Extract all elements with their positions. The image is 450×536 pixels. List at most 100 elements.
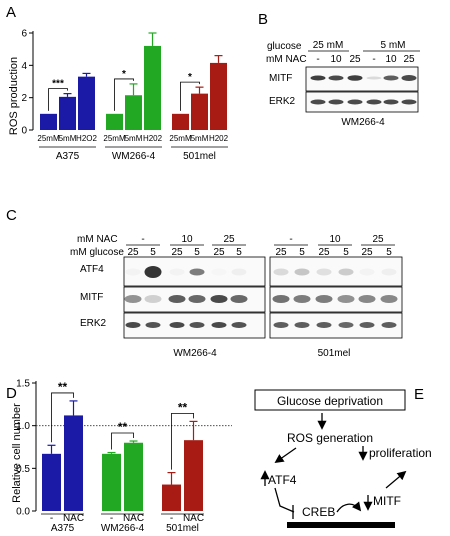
blot-c-row-erk2-label: ERK2 — [80, 318, 107, 329]
panel-letter-d: D — [6, 385, 17, 402]
blot-c-row-mitf-label: MITF — [80, 292, 103, 303]
blot-c-glucose-value: 25 — [127, 247, 139, 258]
blot-b-nac-3: 25 — [349, 54, 361, 65]
blot-b-nac-2: 10 — [330, 54, 342, 65]
chart-a-bar — [40, 113, 57, 130]
chart-a-bar — [144, 45, 161, 130]
panel-b: B glucose 25 mM 5 mM mM NAC - 10 25 - 10… — [258, 11, 420, 128]
blot-c-glucose-value: 25 — [318, 247, 330, 258]
panel-letter-b: B — [258, 11, 268, 28]
panel-letter-c: C — [6, 207, 17, 224]
blot-b-row-mitf-label: MITF — [269, 73, 292, 84]
blot-c-glucose-value: 25 — [275, 247, 287, 258]
creb-to-mitf-arrow — [336, 501, 362, 513]
atf4-label: ATF4 — [268, 473, 297, 487]
blot-c-glucose-value: 5 — [236, 247, 242, 258]
blot-c-atf4-band — [189, 268, 205, 276]
chart-d-category-label: - — [50, 513, 53, 524]
blot-c-row-atf4-label: ATF4 — [80, 264, 104, 275]
chart-d-y-tick-label: 1.0 — [16, 421, 30, 432]
panel-e: E Glucose deprivation ROS generation ATF… — [254, 386, 432, 528]
chart-d-bars — [36, 400, 232, 511]
chart-a-bar — [172, 113, 189, 130]
blot-b-mitf-band — [310, 75, 326, 81]
panel-letter-e: E — [414, 386, 424, 403]
chart-a-significance-label: * — [122, 69, 126, 80]
blot-c-glucose-value: 5 — [343, 247, 349, 258]
blot-c-mitf-band — [380, 295, 398, 303]
blot-c-cell-line-501mel: 501mel — [318, 348, 351, 359]
blot-b-nac-6: 25 — [403, 54, 415, 65]
chart-a-category-label: 5mM — [59, 134, 77, 143]
chart-d-bar — [64, 415, 83, 511]
dna-bar — [287, 522, 395, 528]
chart-d-group-label: WM266-4 — [101, 523, 145, 534]
blot-c-erk2-band — [169, 322, 185, 328]
blot-b-erk2-band — [383, 99, 399, 105]
chart-d-y-axis: 0.0 0.5 1.0 1.5 — [16, 379, 37, 518]
chart-d-category-label: NAC — [183, 513, 204, 524]
blot-c-glucose-value: 25 — [213, 247, 225, 258]
panel-letter-a: A — [6, 4, 16, 21]
blot-c-atf4-band — [231, 268, 247, 276]
blot-b-erk2-band — [401, 99, 417, 105]
blot-c-atf4-band — [212, 269, 227, 276]
chart-d-significance-bracket — [51, 392, 74, 443]
chart-d-category-label: NAC — [63, 513, 84, 524]
chart-a-significance-bracket — [114, 78, 134, 111]
glucose-deprivation-box — [254, 389, 406, 411]
blot-c-glucose-value: 5 — [194, 247, 200, 258]
chart-a-y-tick-label: 2 — [21, 93, 27, 104]
blot-c-erk2-band — [145, 322, 161, 328]
chart-a-category-label: 25mM — [169, 134, 192, 143]
blot-b-erk2-band — [328, 99, 344, 105]
blot-c-glucose-value: 5 — [386, 247, 392, 258]
chart-d-bar — [184, 440, 203, 511]
blot-c-mitf-band — [210, 295, 228, 303]
blot-b-nac-1: - — [316, 54, 319, 65]
chart-d-y-tick-label: 0.0 — [16, 507, 30, 518]
chart-a-group-label: WM266-4 — [112, 151, 156, 162]
chart-d-bar — [102, 453, 121, 511]
blot-c-erk2-band — [273, 322, 289, 328]
ros-generation-label: ROS generation — [287, 431, 373, 445]
blot-c-glucose-value: 5 — [299, 247, 305, 258]
blot-c-glucose-value: 25 — [171, 247, 183, 258]
chart-d-category-label: - — [170, 513, 173, 524]
blot-c-atf4-band — [144, 266, 162, 278]
chart-d-y-tick-label: 1.5 — [16, 379, 30, 390]
blot-c-atf4-band — [126, 269, 141, 276]
chart-d-group-label: A375 — [51, 523, 75, 534]
blot-c-erk2-band — [316, 322, 332, 328]
creb-label: CREB — [302, 505, 335, 519]
blot-b-mitf-bands — [310, 75, 417, 81]
blot-b-glucose-label: glucose — [267, 41, 302, 52]
chart-a-bars — [40, 32, 227, 130]
chart-a-y-tick-label: 6 — [21, 29, 27, 40]
blot-c-mitf-frame-right — [269, 286, 403, 313]
chart-a-category-label: 25mM — [37, 134, 60, 143]
blot-b-mitf-band — [401, 75, 417, 81]
blot-b-erk2-band — [366, 99, 382, 105]
mitf-label: MITF — [373, 494, 401, 508]
blot-c-erk2-frame-right — [269, 312, 403, 339]
cell-number-axis-label: Relative cell number — [11, 403, 23, 503]
chart-a-bar — [106, 113, 123, 130]
blot-c-glucose-value: 5 — [150, 247, 156, 258]
chart-a-y-axis: 0 2 4 6 — [21, 29, 34, 137]
blot-c-mitf-band — [230, 295, 248, 303]
blot-c-nac-value: 10 — [329, 234, 341, 245]
blot-b-row-erk2-label: ERK2 — [269, 96, 296, 107]
blot-c-mitf-band — [358, 295, 376, 303]
blot-c-erk2-band — [338, 322, 354, 328]
blot-c-erk2-band — [359, 322, 375, 328]
blot-c-erk2-band — [211, 322, 227, 328]
blot-c-nac-value: 25 — [372, 234, 384, 245]
blot-c-glucose-value: 25 — [361, 247, 373, 258]
arrow-mitf-to-proliferation — [385, 470, 407, 489]
blot-c-mitf-band — [168, 295, 186, 303]
blot-b-erk2-bands — [310, 99, 417, 105]
